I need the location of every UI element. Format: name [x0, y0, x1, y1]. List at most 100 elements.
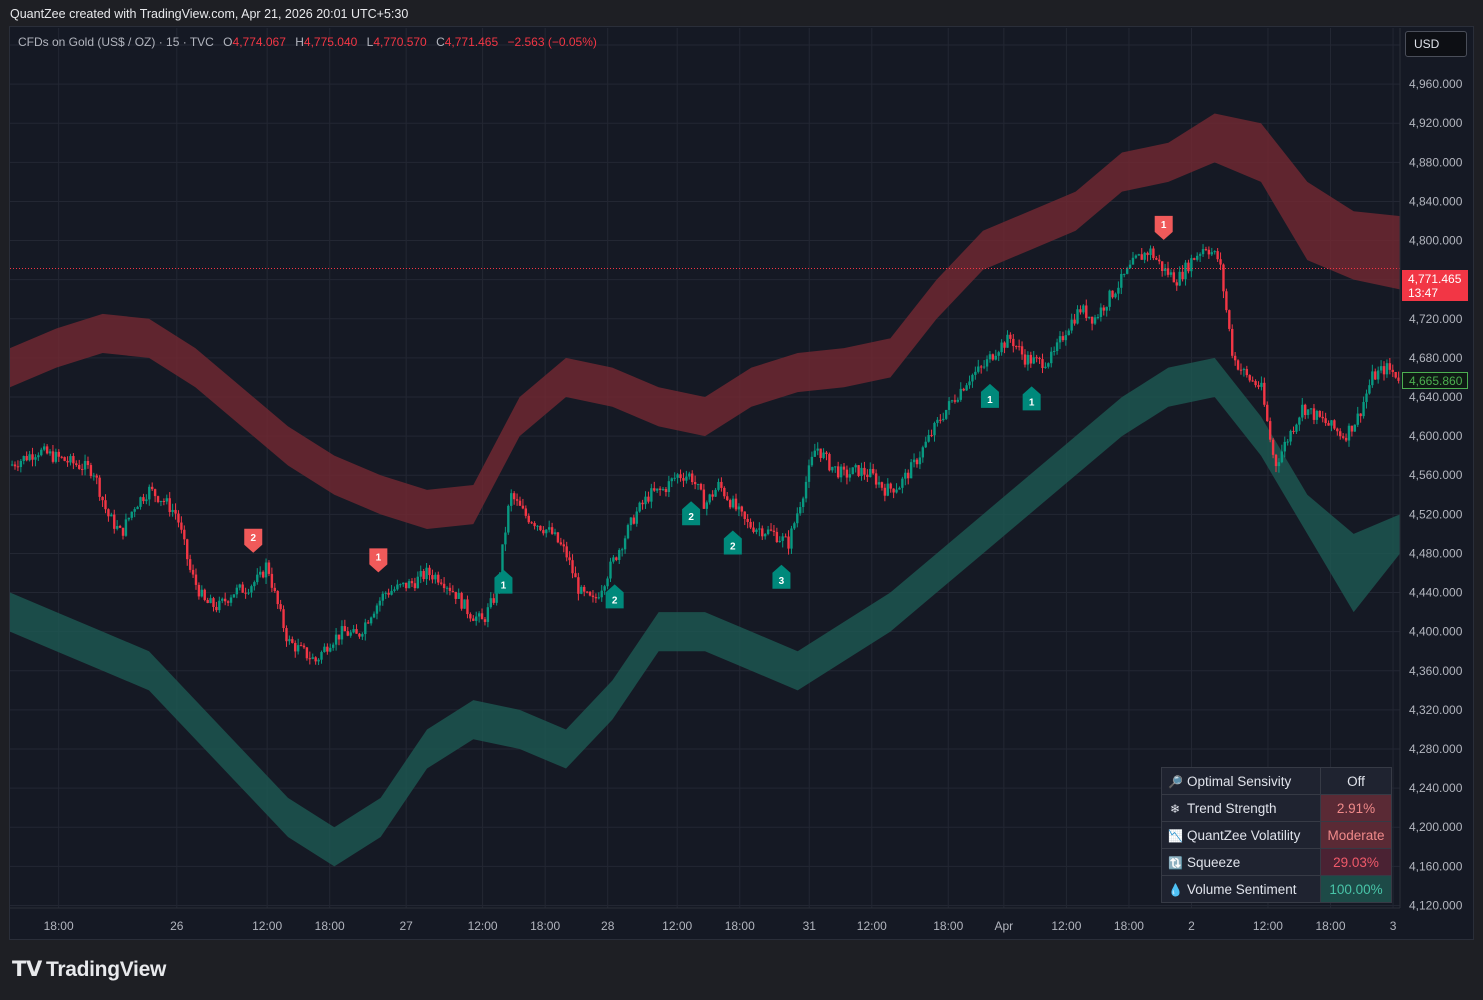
candle-body — [816, 448, 819, 451]
candle-body — [944, 409, 948, 419]
candle-body — [974, 371, 977, 375]
candle-body — [1222, 264, 1225, 292]
y-tick-label: 4,600.000 — [1409, 429, 1463, 443]
candle-body — [308, 658, 312, 660]
candle-body — [1158, 259, 1161, 262]
candle-body — [836, 466, 840, 478]
signal-marker — [723, 530, 742, 555]
candle-body — [670, 478, 673, 482]
candle-body — [1289, 430, 1292, 442]
candle-body — [991, 354, 995, 360]
candle-body — [387, 592, 390, 595]
candle-body — [641, 502, 644, 505]
stats-label-cell: 🔎 Optimal Sensivity — [1161, 767, 1321, 795]
candle-body — [1079, 309, 1082, 313]
candle-body — [1379, 366, 1383, 371]
candle-body — [676, 474, 679, 478]
candle-body — [1082, 305, 1085, 313]
candle-body — [784, 536, 787, 538]
candle-body — [889, 483, 892, 489]
candle-body — [10, 464, 14, 466]
y-tick-label: 4,720.000 — [1409, 312, 1463, 326]
candle-body — [1201, 249, 1205, 255]
candle-body — [1152, 248, 1155, 259]
candle-body — [562, 544, 565, 547]
candle-body — [985, 359, 989, 367]
signal-sell: 1 — [1154, 215, 1173, 240]
x-tick-label: Apr — [995, 919, 1014, 933]
candle-body — [1371, 371, 1374, 386]
candle-body — [854, 465, 857, 468]
stats-label-cell: 🔃 Squeeze — [1161, 848, 1321, 876]
candle-body — [1120, 273, 1123, 288]
candle-body — [1111, 290, 1114, 298]
candle-body — [612, 557, 615, 562]
candle-body — [495, 587, 498, 603]
candle-body — [1228, 310, 1231, 329]
candle-body — [1306, 409, 1310, 416]
candle-body — [253, 582, 256, 587]
x-tick-label: 31 — [803, 919, 817, 933]
candle-body — [1321, 416, 1324, 419]
currency-selector[interactable]: USD — [1405, 31, 1467, 57]
brand-name: TradingView — [45, 958, 166, 981]
candle-body — [1181, 271, 1184, 280]
candle-body — [1128, 264, 1132, 269]
ohlc-legend: CFDs on Gold (US$ / OZ) · 15 · TVC O4,77… — [18, 35, 597, 49]
candle-body — [909, 462, 913, 479]
candle-body — [1058, 336, 1062, 343]
candle-body — [530, 522, 533, 524]
candle-body — [113, 514, 116, 529]
signal-buy: 1 — [980, 383, 999, 408]
candle-body — [31, 454, 34, 460]
low-label: L — [366, 35, 374, 49]
candle-body — [399, 584, 402, 586]
y-tick-label: 4,480.000 — [1409, 546, 1463, 560]
candle-body — [918, 457, 922, 465]
candle-body — [454, 591, 457, 599]
signal-label: 1 — [987, 395, 993, 406]
candle-body — [1286, 441, 1289, 443]
candle-body — [807, 465, 811, 482]
candle-body — [45, 446, 49, 454]
candle-body — [1336, 428, 1339, 432]
candle-body — [1254, 381, 1257, 386]
candle-body — [504, 532, 507, 545]
candle-body — [848, 474, 852, 478]
candle-body — [104, 500, 107, 510]
candle-body — [1015, 346, 1018, 348]
candle-body — [75, 463, 78, 465]
candle-body — [80, 468, 84, 470]
signal-buy: 2 — [605, 584, 624, 609]
candle-body — [758, 528, 761, 530]
candle-body — [726, 496, 729, 501]
candle-body — [1327, 423, 1330, 426]
candle-body — [256, 574, 259, 583]
candle-body — [72, 456, 75, 464]
candle-body — [16, 466, 20, 468]
signal-buy: 3 — [772, 564, 791, 589]
candle-body — [51, 451, 55, 462]
candle-body — [492, 598, 495, 603]
candle-body — [1006, 334, 1009, 348]
candle-body — [180, 522, 183, 530]
candle-body — [863, 467, 866, 475]
candle-body — [994, 355, 997, 360]
stats-label: Volume Sentiment — [1187, 881, 1297, 897]
candle-body — [1178, 271, 1181, 286]
candle-body — [839, 466, 843, 478]
candle-body — [419, 571, 422, 577]
candle-body — [653, 488, 656, 491]
candle-body — [1050, 351, 1053, 364]
candle-body — [1087, 316, 1091, 318]
candle-body — [1260, 382, 1263, 387]
candle-body — [121, 527, 125, 536]
candle-body — [1216, 251, 1219, 260]
tradingview-logo[interactable]: 𝗧𝗩 TradingView — [12, 957, 166, 982]
candle-body — [48, 451, 52, 454]
stats-label: QuantZee Volatility — [1187, 827, 1301, 843]
candle-body — [402, 582, 405, 585]
candle-body — [259, 571, 262, 575]
x-tick-label: 18:00 — [1315, 919, 1345, 933]
